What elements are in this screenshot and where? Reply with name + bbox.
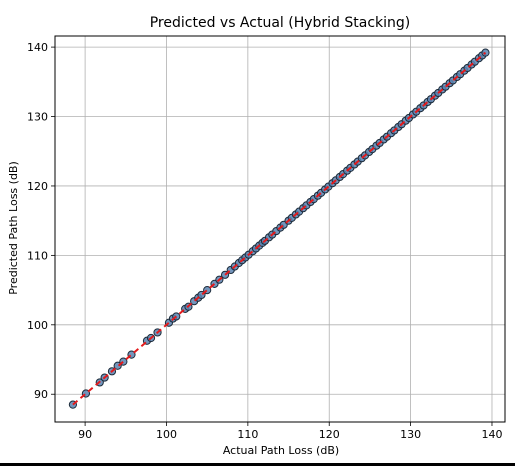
- y-tick-label: 130: [27, 111, 48, 124]
- y-axis: 90 100 110 120 130 140: [27, 41, 55, 401]
- y-tick-label: 90: [34, 388, 48, 401]
- x-tick-label: 90: [78, 428, 92, 441]
- reference-line: [72, 51, 487, 406]
- y-tick-label: 120: [27, 180, 48, 193]
- y-axis-label: Predicted Path Loss (dB): [7, 161, 20, 295]
- y-tick-label: 100: [27, 319, 48, 332]
- y-tick-label: 110: [27, 249, 48, 262]
- chart-title: Predicted vs Actual (Hybrid Stacking): [150, 15, 411, 31]
- x-axis-label: Actual Path Loss (dB): [223, 444, 339, 457]
- x-tick-label: 110: [237, 428, 258, 441]
- y-tick-label: 140: [27, 41, 48, 54]
- x-tick-label: 120: [319, 428, 340, 441]
- x-tick-label: 100: [156, 428, 177, 441]
- grid-lines: [55, 36, 505, 422]
- plot-frame: [54, 35, 506, 423]
- x-tick-label: 130: [400, 428, 421, 441]
- x-axis: 90 100 110 120 130 140: [78, 422, 502, 441]
- bottom-border: [0, 463, 515, 466]
- ideal-fit-line: [72, 51, 487, 406]
- x-tick-label: 140: [481, 428, 502, 441]
